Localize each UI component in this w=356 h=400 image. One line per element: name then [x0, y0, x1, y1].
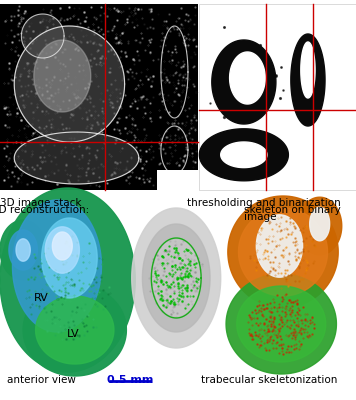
Polygon shape	[153, 240, 199, 316]
Text: LV: LV	[67, 329, 79, 339]
Polygon shape	[16, 239, 30, 261]
Text: 0.5 mm: 0.5 mm	[107, 375, 153, 385]
Polygon shape	[0, 188, 135, 372]
Polygon shape	[256, 215, 303, 277]
Text: trabecular skeletonization: trabecular skeletonization	[200, 375, 337, 385]
Polygon shape	[142, 224, 210, 332]
Polygon shape	[14, 132, 139, 184]
Polygon shape	[12, 200, 101, 332]
FancyBboxPatch shape	[157, 4, 198, 170]
Polygon shape	[298, 197, 342, 255]
Polygon shape	[52, 232, 72, 260]
Polygon shape	[226, 274, 336, 374]
Text: skeleton on binary: skeleton on binary	[244, 205, 341, 215]
Polygon shape	[230, 52, 265, 104]
Polygon shape	[21, 14, 64, 58]
Polygon shape	[34, 40, 91, 112]
Polygon shape	[132, 208, 221, 348]
Text: thresholding and binarization: thresholding and binarization	[187, 198, 340, 208]
Polygon shape	[0, 220, 46, 280]
Polygon shape	[228, 196, 338, 308]
Polygon shape	[301, 42, 315, 98]
Polygon shape	[310, 207, 330, 241]
Text: 3D reconstruction:: 3D reconstruction:	[0, 205, 90, 215]
Polygon shape	[291, 34, 325, 126]
Polygon shape	[221, 142, 267, 168]
Polygon shape	[42, 218, 97, 298]
Polygon shape	[237, 286, 326, 362]
Polygon shape	[36, 296, 114, 364]
Text: anterior view: anterior view	[6, 375, 75, 385]
Polygon shape	[239, 208, 328, 296]
Polygon shape	[23, 284, 126, 376]
Polygon shape	[212, 40, 276, 124]
Polygon shape	[14, 26, 125, 142]
Polygon shape	[199, 129, 288, 181]
FancyBboxPatch shape	[0, 4, 157, 190]
Polygon shape	[45, 227, 79, 273]
Text: RV: RV	[33, 293, 48, 303]
Text: image: image	[244, 212, 276, 222]
Text: 3D image stack: 3D image stack	[0, 198, 82, 208]
Polygon shape	[9, 230, 37, 270]
FancyBboxPatch shape	[199, 4, 356, 190]
